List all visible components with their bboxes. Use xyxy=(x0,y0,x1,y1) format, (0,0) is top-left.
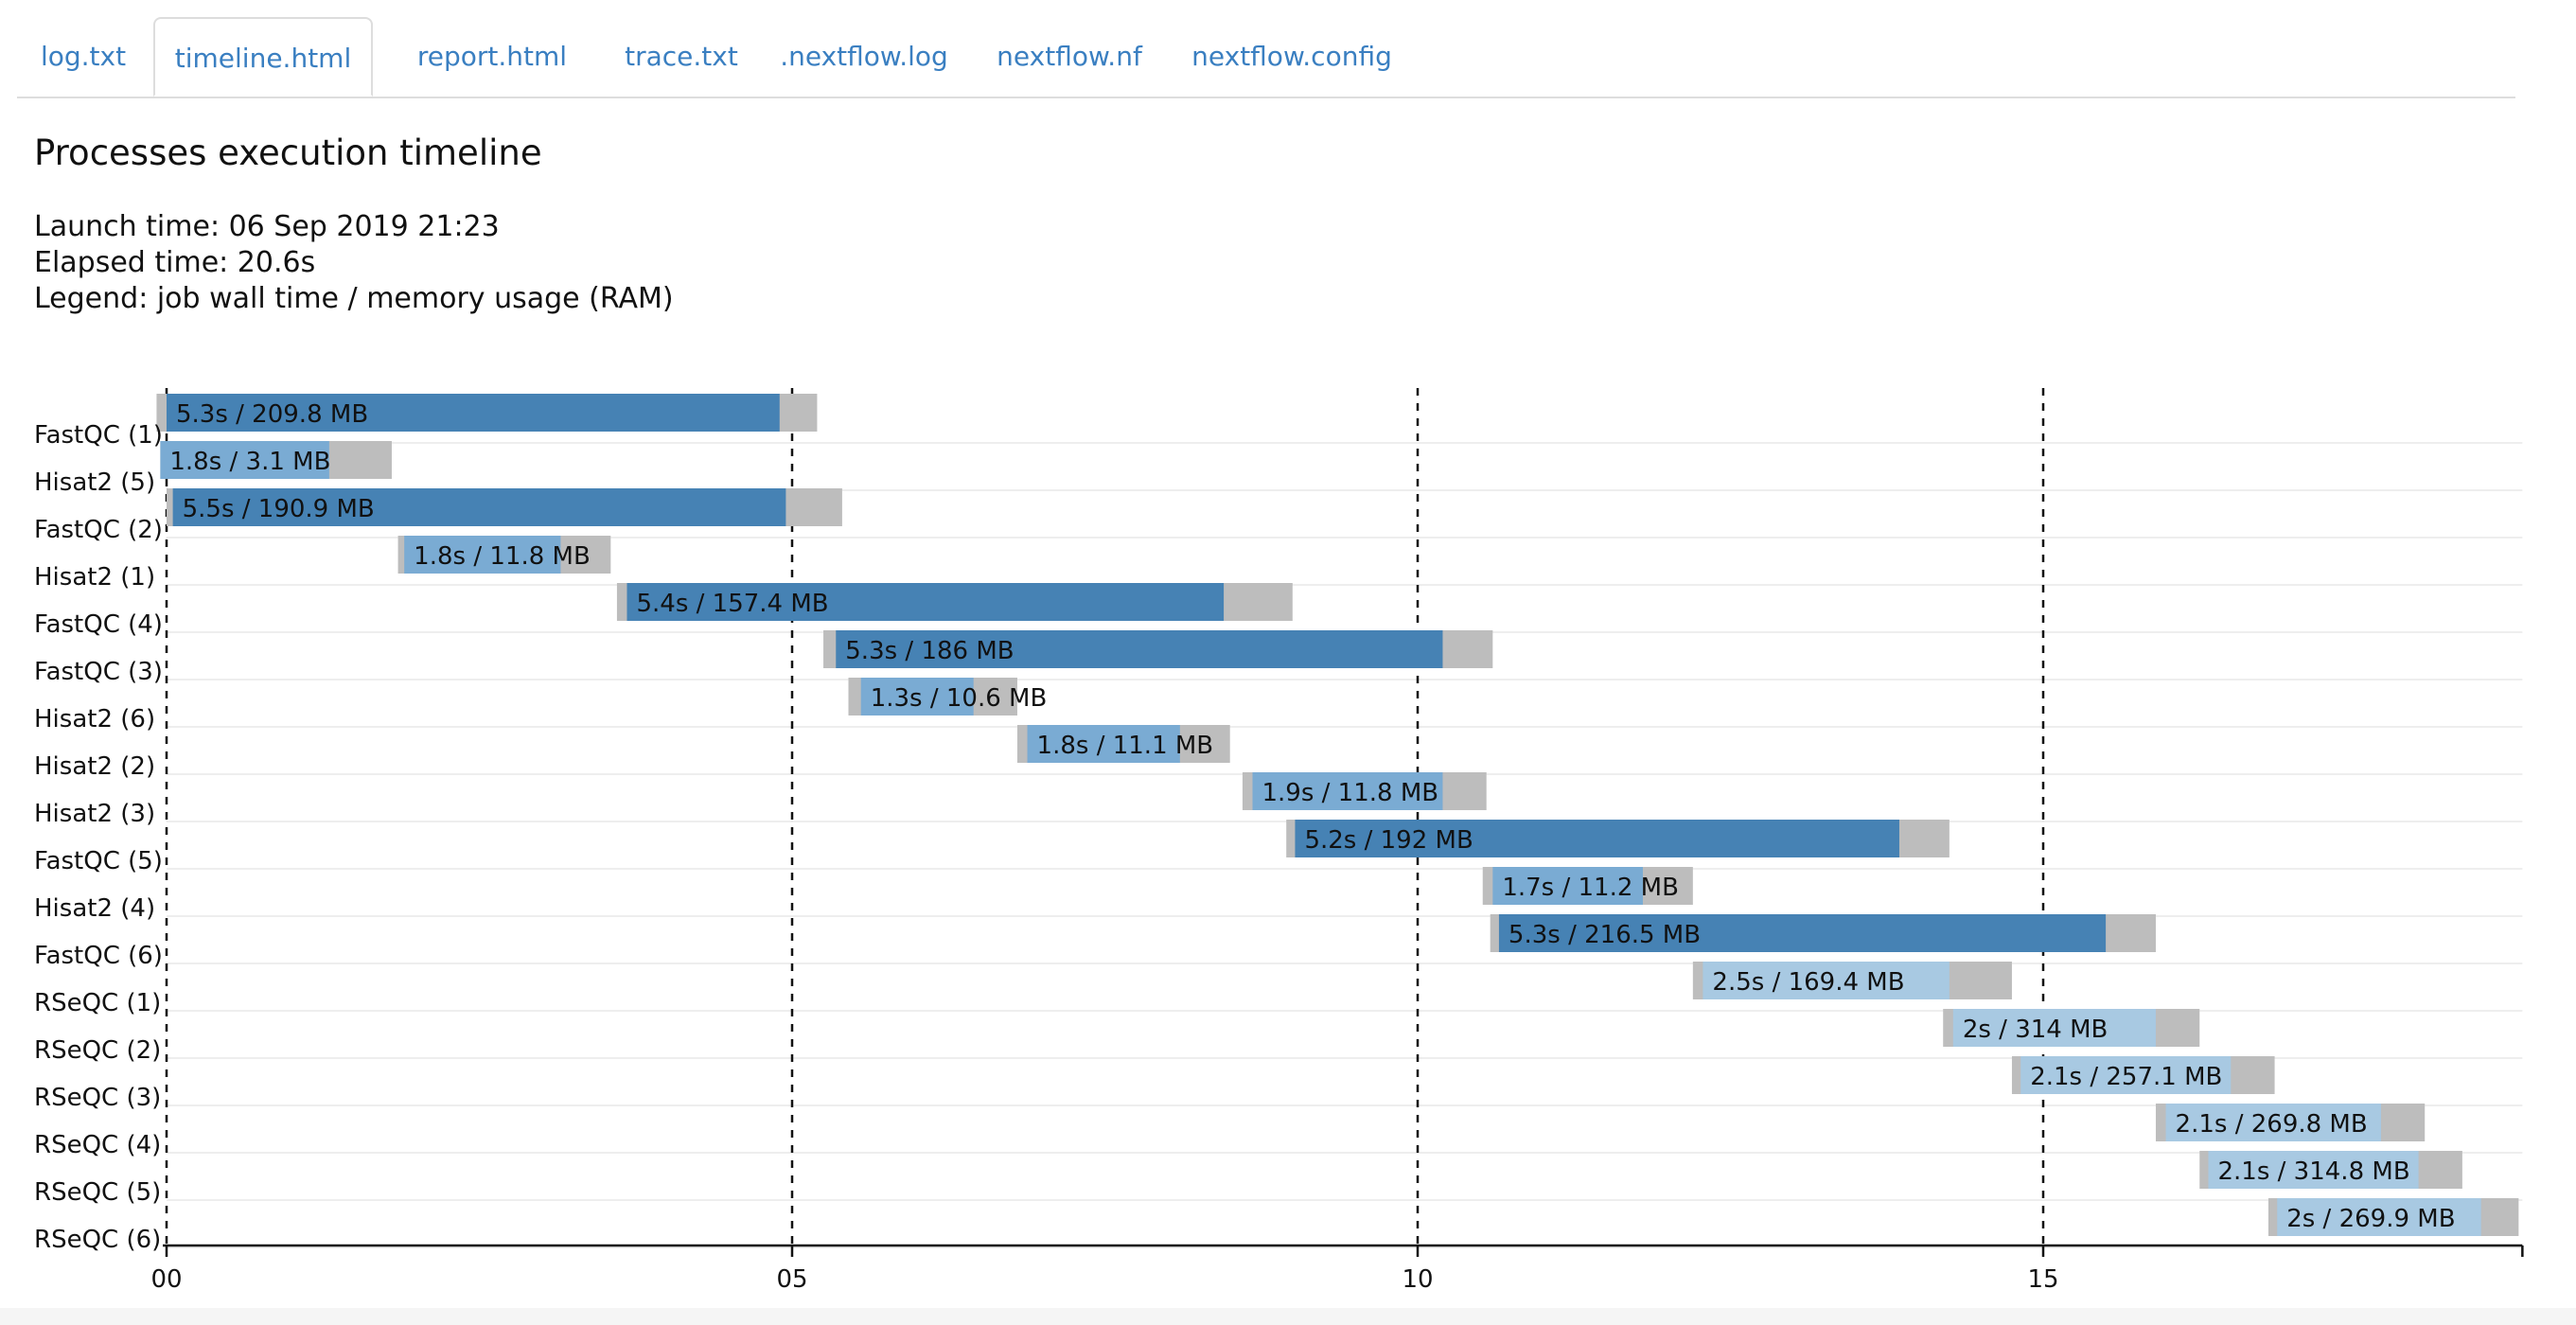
legend-text: Legend: job wall time / memory usage (RA… xyxy=(34,282,674,315)
x-tick-label: 05 xyxy=(776,1265,807,1294)
task-label: 5.3s / 209.8 MB xyxy=(176,400,368,429)
task-label: 1.8s / 11.1 MB xyxy=(1037,732,1214,760)
task-name: RSeQC (4) xyxy=(34,1131,161,1159)
task-label: 1.8s / 11.8 MB xyxy=(414,542,591,571)
task-name: FastQC (6) xyxy=(34,942,163,970)
task-name: FastQC (4) xyxy=(34,610,163,639)
task-name: RSeQC (6) xyxy=(34,1226,161,1254)
task-label: 2.1s / 257.1 MB xyxy=(2030,1063,2222,1091)
task-bar: 5.5s / 190.9 MB xyxy=(167,488,842,526)
task-name: RSeQC (5) xyxy=(34,1178,161,1207)
tab-nextflow-config[interactable]: nextflow.config xyxy=(1191,41,1392,72)
task-bar: 1.9s / 11.8 MB xyxy=(1242,772,1487,810)
task-name: Hisat2 (3) xyxy=(34,800,155,828)
x-tick-label: 15 xyxy=(2027,1265,2058,1294)
task-run-bar xyxy=(1703,962,1950,999)
task-bar: 2.1s / 314.8 MB xyxy=(2199,1151,2462,1189)
task-label: 2s / 269.9 MB xyxy=(2286,1205,2455,1233)
task-name: FastQC (2) xyxy=(34,516,163,544)
x-tick-label: 10 xyxy=(1402,1265,1433,1294)
task-label: 5.5s / 190.9 MB xyxy=(183,495,375,523)
tab-trace-txt[interactable]: trace.txt xyxy=(625,41,738,72)
task-name: FastQC (5) xyxy=(34,847,163,875)
task-run-bar xyxy=(172,488,786,526)
task-name: FastQC (3) xyxy=(34,658,163,686)
task-run-bar xyxy=(2165,1104,2381,1141)
task-label: 2.1s / 269.8 MB xyxy=(2176,1110,2368,1139)
task-label: 2.5s / 169.4 MB xyxy=(1712,968,1904,997)
tab-log-txt[interactable]: log.txt xyxy=(40,41,127,72)
task-run-bar xyxy=(1492,867,1643,905)
task-name: FastQC (1) xyxy=(34,421,163,450)
tab-report-html[interactable]: report.html xyxy=(416,41,568,72)
launch-time: Launch time: 06 Sep 2019 21:23 xyxy=(34,210,500,243)
task-name: RSeQC (3) xyxy=(34,1084,161,1112)
task-label: 1.3s / 10.6 MB xyxy=(871,684,1048,713)
task-run-bar xyxy=(2277,1198,2481,1236)
task-run-bar xyxy=(860,678,974,716)
task-run-bar xyxy=(1027,725,1180,763)
task-bar: 1.8s / 11.1 MB xyxy=(1016,725,1230,763)
task-name: Hisat2 (4) xyxy=(34,894,155,923)
task-label: 5.2s / 192 MB xyxy=(1304,826,1473,855)
task-label: 1.8s / 3.1 MB xyxy=(169,448,330,476)
task-bar: 1.3s / 10.6 MB xyxy=(848,678,1047,716)
task-name: RSeQC (2) xyxy=(34,1036,161,1065)
task-bar: 2.1s / 269.8 MB xyxy=(2155,1104,2426,1141)
task-run-bar xyxy=(626,583,1225,621)
task-run-bar xyxy=(167,394,780,432)
bottom-scroll-area xyxy=(0,1308,2576,1325)
task-bar: 1.7s / 11.2 MB xyxy=(1482,867,1693,905)
task-label: 2s / 314 MB xyxy=(1963,1016,2108,1044)
tab-nextflow-log[interactable]: .nextflow.log xyxy=(780,41,948,72)
task-run-bar xyxy=(836,630,1443,668)
task-bar: 2s / 314 MB xyxy=(1943,1009,2200,1047)
task-run-bar xyxy=(160,441,329,479)
task-bar: 1.8s / 3.1 MB xyxy=(160,441,392,479)
task-bar: 5.4s / 157.4 MB xyxy=(616,583,1293,621)
task-name: Hisat2 (1) xyxy=(34,563,155,592)
task-run-bar xyxy=(1498,914,2107,952)
x-tick-label: 00 xyxy=(150,1265,182,1294)
tab-bar: log.txt timeline.html report.html trace.… xyxy=(17,17,2515,98)
task-bar: 2.1s / 257.1 MB xyxy=(2011,1056,2275,1094)
task-run-bar xyxy=(404,536,561,574)
task-run-bar xyxy=(1952,1009,2156,1047)
task-bar: 5.3s / 216.5 MB xyxy=(1490,914,2156,952)
task-label: 5.3s / 186 MB xyxy=(845,637,1014,665)
task-label: 1.9s / 11.8 MB xyxy=(1262,779,1438,807)
task-name: Hisat2 (5) xyxy=(34,468,155,497)
task-name: Hisat2 (2) xyxy=(34,752,155,781)
task-label: 1.7s / 11.2 MB xyxy=(1502,874,1679,902)
task-bar: 5.3s / 209.8 MB xyxy=(156,394,818,432)
task-name: RSeQC (1) xyxy=(34,989,161,1017)
elapsed-time: Elapsed time: 20.6s xyxy=(34,246,316,279)
task-run-bar xyxy=(1252,772,1443,810)
task-bar: 2s / 269.9 MB xyxy=(2267,1198,2519,1236)
task-label: 5.4s / 157.4 MB xyxy=(636,590,828,618)
page-title: Processes execution timeline xyxy=(34,132,542,173)
task-label: 5.3s / 216.5 MB xyxy=(1509,921,1701,949)
task-bar: 2.5s / 169.4 MB xyxy=(1692,962,2012,999)
task-bar: 1.8s / 11.8 MB xyxy=(397,536,611,574)
tab-nextflow-nf[interactable]: nextflow.nf xyxy=(997,41,1142,72)
task-name: Hisat2 (6) xyxy=(34,705,155,733)
task-bar: 5.3s / 186 MB xyxy=(823,630,1493,668)
task-run-bar xyxy=(2208,1151,2419,1189)
task-run-bar xyxy=(2020,1056,2232,1094)
tab-timeline-html[interactable]: timeline.html xyxy=(153,17,373,97)
task-bar: 5.2s / 192 MB xyxy=(1286,820,1950,857)
task-run-bar xyxy=(1295,820,1899,857)
task-label: 2.1s / 314.8 MB xyxy=(2218,1157,2410,1186)
